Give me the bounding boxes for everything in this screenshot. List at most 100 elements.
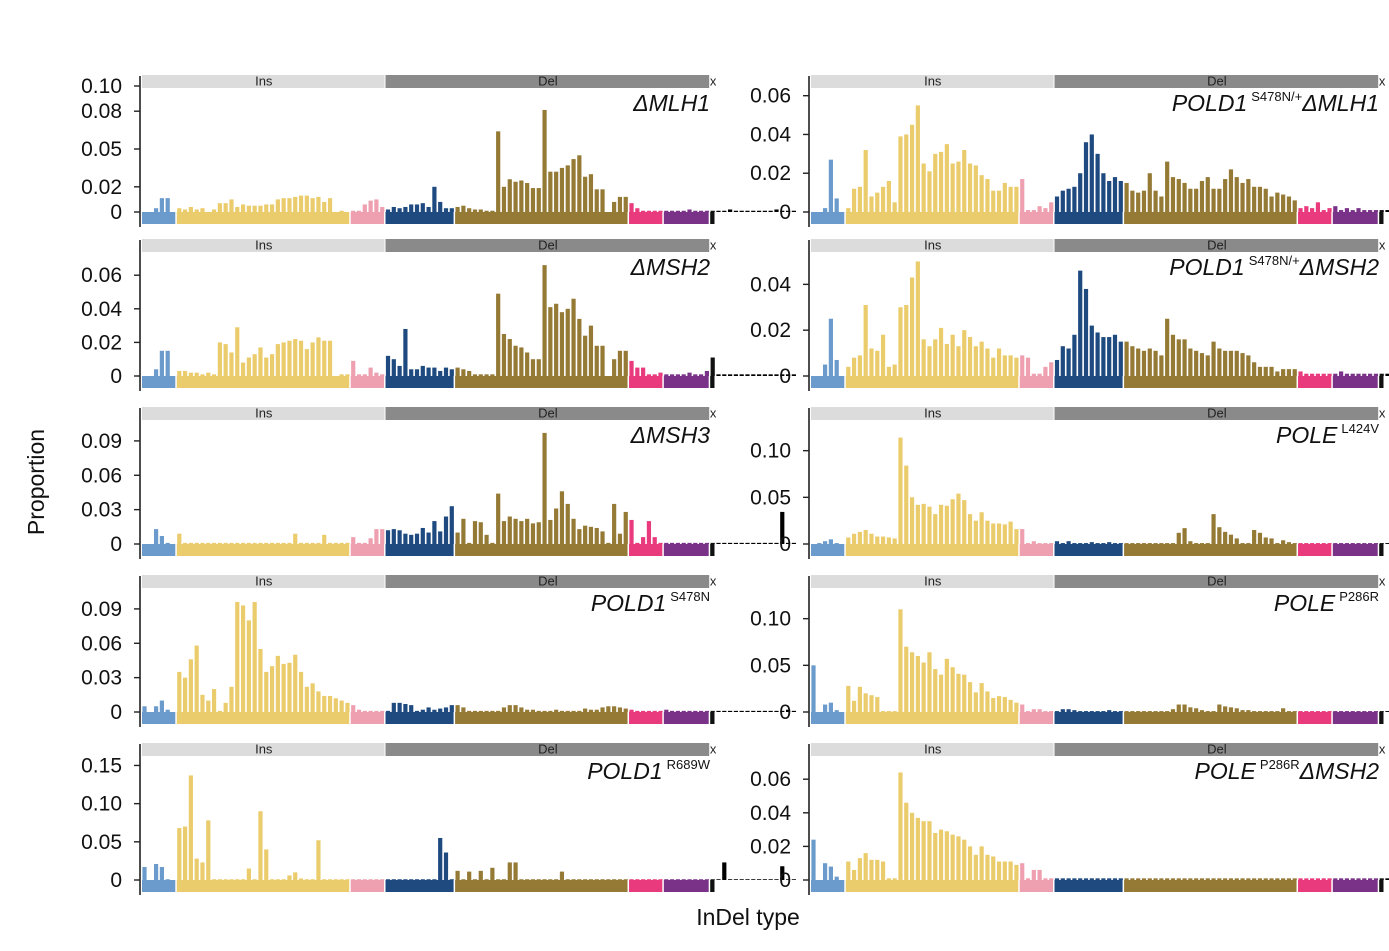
bar	[496, 879, 501, 880]
bar	[1223, 179, 1228, 212]
bar	[979, 512, 984, 544]
bar	[670, 879, 675, 880]
bar	[875, 192, 880, 212]
class-strip-segment	[1054, 544, 1123, 556]
bar	[950, 499, 955, 544]
bar	[548, 519, 553, 544]
bar	[420, 527, 425, 544]
bar	[909, 497, 915, 544]
bar	[991, 698, 996, 712]
bar	[182, 542, 188, 544]
bar	[904, 134, 909, 212]
bar	[310, 683, 315, 712]
bar	[165, 879, 170, 880]
banner-label: Del	[538, 574, 558, 589]
bar	[1037, 543, 1042, 544]
class-strip-segment	[845, 376, 1019, 388]
bar	[1025, 357, 1031, 376]
class-strip-segment	[142, 212, 176, 224]
bar	[1118, 711, 1123, 712]
bar	[275, 542, 280, 544]
bar	[768, 710, 773, 712]
bar	[904, 646, 909, 712]
class-strip-segment	[1379, 880, 1384, 892]
bar	[1020, 355, 1025, 376]
bar	[612, 503, 617, 544]
bar	[443, 208, 449, 212]
bar	[762, 542, 767, 544]
y-tick-label: 0.05	[750, 486, 791, 509]
bar	[1252, 711, 1257, 712]
banner-ins	[811, 575, 1054, 588]
panel-4: Ins Del x 0 0.03 0.06 0.09 ΔMSH3	[81, 406, 796, 559]
x-axis-label: InDel type	[696, 904, 800, 930]
bar	[588, 174, 594, 212]
class-strip-segment	[1054, 212, 1123, 224]
bar	[287, 662, 292, 712]
bar	[351, 537, 356, 544]
bar	[652, 537, 657, 544]
bar	[1275, 371, 1280, 376]
banner-ins	[142, 575, 385, 588]
bar	[1257, 366, 1263, 376]
bar	[1002, 861, 1007, 880]
bar	[229, 686, 234, 712]
bar	[374, 372, 379, 376]
bar	[722, 862, 727, 880]
bar	[933, 514, 938, 544]
bar	[1194, 708, 1199, 712]
bar	[1350, 711, 1355, 712]
bar	[1223, 350, 1228, 376]
bar	[646, 374, 652, 376]
bar	[391, 206, 396, 212]
bar	[583, 708, 588, 712]
bar	[967, 337, 973, 376]
bar	[751, 542, 756, 544]
bar	[1014, 702, 1019, 712]
class-strip-segment	[1379, 376, 1384, 388]
bar	[1031, 709, 1036, 712]
bar	[863, 304, 868, 376]
bar	[1124, 341, 1129, 376]
bar	[1257, 186, 1263, 212]
bar	[374, 529, 379, 544]
bar	[600, 707, 605, 712]
bar	[339, 542, 344, 544]
bar	[938, 829, 944, 880]
bar	[258, 205, 263, 212]
class-strip-segment	[1054, 712, 1123, 724]
bar	[1315, 373, 1321, 376]
bar	[1298, 543, 1303, 544]
bar	[559, 312, 565, 376]
bar	[822, 863, 828, 880]
bar	[1095, 543, 1100, 544]
bar	[525, 518, 530, 544]
bar	[409, 369, 414, 376]
bar	[1228, 534, 1234, 544]
bar	[1373, 878, 1379, 880]
bar	[1124, 543, 1129, 544]
bar	[863, 693, 868, 712]
bar	[1246, 179, 1251, 212]
bar	[1159, 543, 1164, 544]
bar	[1188, 878, 1193, 880]
bar	[1234, 177, 1239, 212]
bar	[1199, 353, 1205, 376]
bar	[933, 339, 938, 376]
bar	[188, 775, 193, 880]
panel-title-superscript: S478N/+	[1249, 253, 1300, 268]
y-tick-label: 0	[110, 533, 122, 556]
bar	[548, 171, 553, 212]
panel-9: Ins Del x 0 0.02 0.04 0.06 POLE P286RΔMSH2	[750, 742, 1389, 895]
bar	[834, 198, 839, 212]
bar	[287, 875, 292, 880]
y-tick-label: 0.06	[750, 768, 791, 791]
bar	[565, 308, 570, 376]
bar	[322, 879, 327, 880]
bar	[577, 529, 582, 544]
bar	[223, 702, 228, 712]
bar	[472, 374, 478, 376]
bar	[1078, 270, 1083, 376]
bar	[1188, 707, 1193, 712]
bar	[461, 518, 466, 544]
